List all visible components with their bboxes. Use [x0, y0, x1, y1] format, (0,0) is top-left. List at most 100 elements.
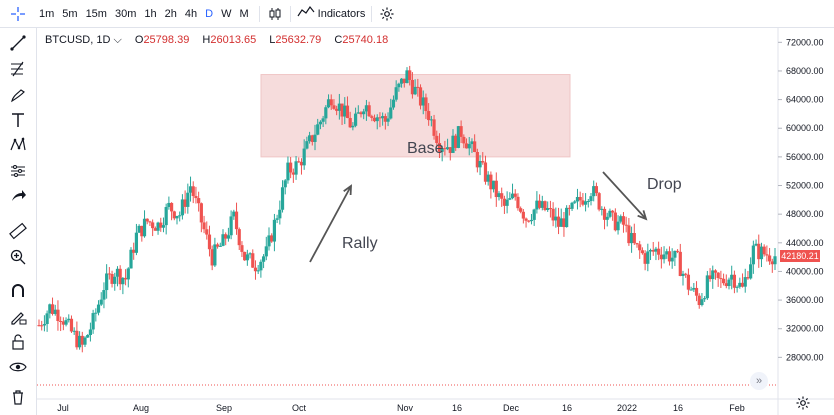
candle-body: [302, 148, 306, 166]
candle-body: [467, 144, 471, 149]
candle-body: [275, 218, 279, 220]
close-label: C: [334, 34, 343, 46]
timeframe-1h[interactable]: 1h: [144, 7, 157, 20]
timeframe-4h[interactable]: 4h: [184, 7, 198, 20]
lock-pencil-icon[interactable]: [7, 307, 29, 327]
price-tick-label: 48000.00: [786, 209, 824, 219]
candle-body: [578, 196, 582, 201]
candle-body: [759, 246, 764, 260]
time-tick-label: Aug: [133, 403, 149, 413]
candle-body: [573, 201, 577, 203]
chart-canvas: 28000.00 32000.00 36000.00 40000.00 44000.00…: [37, 28, 834, 415]
scroll-to-latest-icon[interactable]: »: [750, 372, 768, 390]
eye-icon[interactable]: [7, 357, 29, 377]
delete-icon[interactable]: [7, 387, 29, 407]
crosshair-icon[interactable]: [9, 5, 27, 23]
candle-body: [694, 287, 699, 296]
candle-body: [148, 221, 152, 223]
text-tool-icon[interactable]: [7, 110, 29, 130]
brush-tool-icon[interactable]: [7, 85, 29, 105]
magnet-icon[interactable]: [7, 281, 29, 301]
base-label: Base: [407, 140, 444, 157]
price-tick-label: 68000.00: [786, 66, 824, 76]
ruler-tool-icon[interactable]: [7, 221, 29, 241]
candle-body: [375, 117, 379, 122]
candle-body: [378, 117, 382, 119]
symbol-dropdown-icon[interactable]: ⌵: [113, 34, 122, 46]
candle-body: [37, 325, 41, 327]
candle-body: [42, 324, 47, 326]
price-tick-label: 64000.00: [786, 95, 824, 105]
candle-body: [624, 224, 628, 226]
time-tick-label: Dec: [503, 403, 520, 413]
candle-body: [272, 219, 277, 242]
candle-body: [697, 295, 701, 306]
candle-body: [540, 201, 544, 208]
candle-body: [700, 299, 704, 306]
candle-body: [757, 243, 761, 260]
timeframe-d[interactable]: D: [205, 7, 214, 20]
candle-body: [762, 246, 766, 255]
pattern-tool-icon[interactable]: [7, 135, 29, 155]
candle-body: [565, 207, 569, 228]
time-tick-label: Sep: [216, 403, 232, 413]
candle-body: [199, 203, 203, 223]
candle-body: [286, 162, 290, 181]
candle-body: [99, 299, 103, 305]
candle-body: [537, 200, 542, 208]
high-value: 26013.65: [210, 34, 257, 46]
candle-body: [459, 126, 463, 137]
trend-line-tool-icon[interactable]: [7, 33, 29, 53]
candle-body: [456, 126, 461, 148]
symbol-label[interactable]: BTCUSD, 1D: [45, 34, 111, 46]
candle-body: [740, 282, 745, 287]
timeframe-15m[interactable]: 15m: [85, 7, 107, 20]
candle-body: [264, 246, 268, 257]
candle-body: [421, 97, 425, 106]
candle-body: [248, 253, 252, 255]
candle-body: [283, 180, 287, 188]
candle-body: [261, 256, 266, 262]
candle-body: [289, 162, 293, 173]
candle-body: [575, 196, 580, 202]
lock-icon[interactable]: [7, 332, 29, 352]
arrow-tool-icon[interactable]: [7, 186, 29, 206]
price-chart[interactable]: 28000.00 32000.00 36000.00 40000.00 44000.00…: [37, 28, 834, 415]
candle-body: [48, 304, 52, 314]
forecast-tool-icon[interactable]: [7, 161, 29, 181]
candle-body: [364, 105, 369, 112]
candle-body: [613, 212, 617, 231]
candle-body: [481, 161, 485, 163]
candle-body: [600, 208, 604, 210]
candle-body: [673, 250, 677, 258]
timeframe-m[interactable]: M: [239, 7, 249, 20]
candle-body: [732, 274, 737, 288]
chart-settings-gear-icon[interactable]: [795, 395, 811, 411]
timeframe-1m[interactable]: 1m: [39, 7, 55, 20]
fib-retracement-tool-icon[interactable]: [7, 59, 29, 79]
candle-body: [172, 211, 176, 219]
candle-body: [324, 107, 328, 119]
timeframe-30m[interactable]: 30m: [114, 7, 137, 20]
zoom-in-icon[interactable]: [7, 247, 29, 267]
candle-body: [713, 270, 718, 273]
candle-body: [429, 119, 433, 121]
timeframe-5m[interactable]: 5m: [62, 7, 78, 20]
settings-gear-icon[interactable]: [378, 5, 396, 23]
candlestick-type-icon[interactable]: [266, 5, 284, 23]
close-value: 25740.18: [342, 34, 389, 46]
candle-body: [142, 218, 147, 237]
candle-body: [207, 234, 212, 250]
candle-body: [80, 335, 84, 345]
timeframe-2h[interactable]: 2h: [164, 7, 177, 20]
candle-body: [510, 193, 515, 199]
candle-body: [94, 312, 98, 314]
candle-body: [659, 254, 663, 260]
indicators-button[interactable]: Indicators: [297, 5, 365, 22]
candle-body: [45, 313, 49, 325]
candle-body: [337, 103, 341, 111]
candle-body: [738, 282, 742, 287]
candle-body: [294, 161, 298, 175]
timeframe-w[interactable]: W: [221, 7, 232, 20]
